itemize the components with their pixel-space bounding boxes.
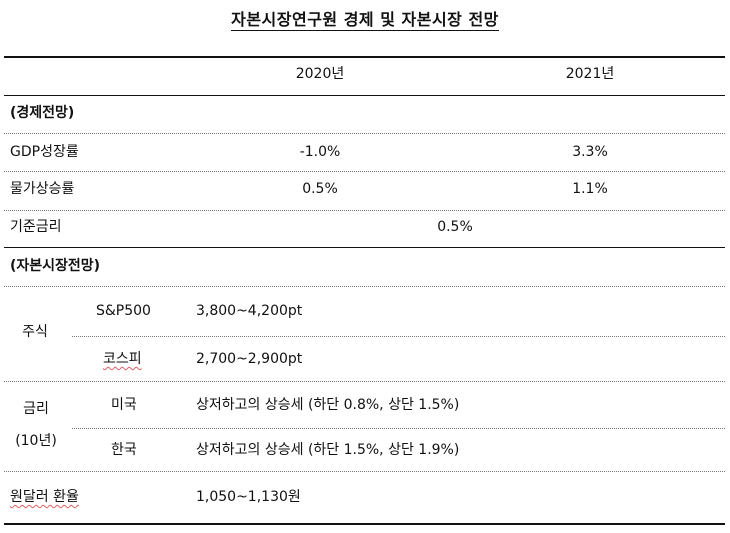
row-divider [4, 210, 725, 211]
section-capital-market: (자본시장전망) [10, 258, 101, 274]
header-2021: 2021년 [565, 66, 615, 82]
section-economy: (경제전망) [10, 105, 75, 121]
row-divider [4, 133, 725, 134]
table-bottom-border [4, 523, 725, 525]
inflation-2020: 0.5% [302, 181, 338, 197]
us-label: 미국 [111, 397, 137, 413]
row-divider [4, 171, 725, 172]
base-rate-value: 0.5% [437, 219, 473, 235]
row-divider [72, 336, 725, 337]
rates-term-label: (10년) [15, 433, 57, 449]
us-value: 상저하고의 상승세 (하단 0.8%, 상단 1.5%) [196, 397, 460, 413]
row-divider [4, 286, 725, 287]
kospi-value: 2,700~2,900pt [196, 351, 303, 367]
kospi-label: 코스피 [103, 351, 142, 367]
fx-label: 원달러 환율 [10, 489, 79, 505]
base-rate-label: 기준금리 [10, 219, 62, 235]
inflation-2021: 1.1% [572, 181, 608, 197]
rates-label: 금리 [23, 401, 49, 417]
row-divider [4, 381, 725, 382]
header-divider [4, 95, 725, 96]
inflation-label: 물가상승률 [10, 181, 75, 197]
gdp-label: GDP성장률 [10, 144, 79, 160]
section-divider [4, 247, 725, 248]
sp500-value: 3,800~4,200pt [196, 303, 303, 319]
fx-value: 1,050~1,130원 [196, 489, 301, 505]
table-title: 자본시장연구원 경제 및 자본시장 전망 [231, 10, 499, 31]
stocks-label: 주식 [22, 324, 48, 340]
sp500-label: S&P500 [96, 303, 151, 319]
korea-label: 한국 [111, 442, 137, 458]
gdp-2020: -1.0% [299, 144, 341, 160]
korea-value: 상저하고의 상승세 (하단 1.5%, 상단 1.9%) [196, 442, 460, 458]
row-divider [72, 428, 725, 429]
table-top-border [4, 56, 725, 58]
gdp-2021: 3.3% [572, 144, 608, 160]
row-divider [4, 471, 725, 472]
header-2020: 2020년 [295, 66, 345, 82]
